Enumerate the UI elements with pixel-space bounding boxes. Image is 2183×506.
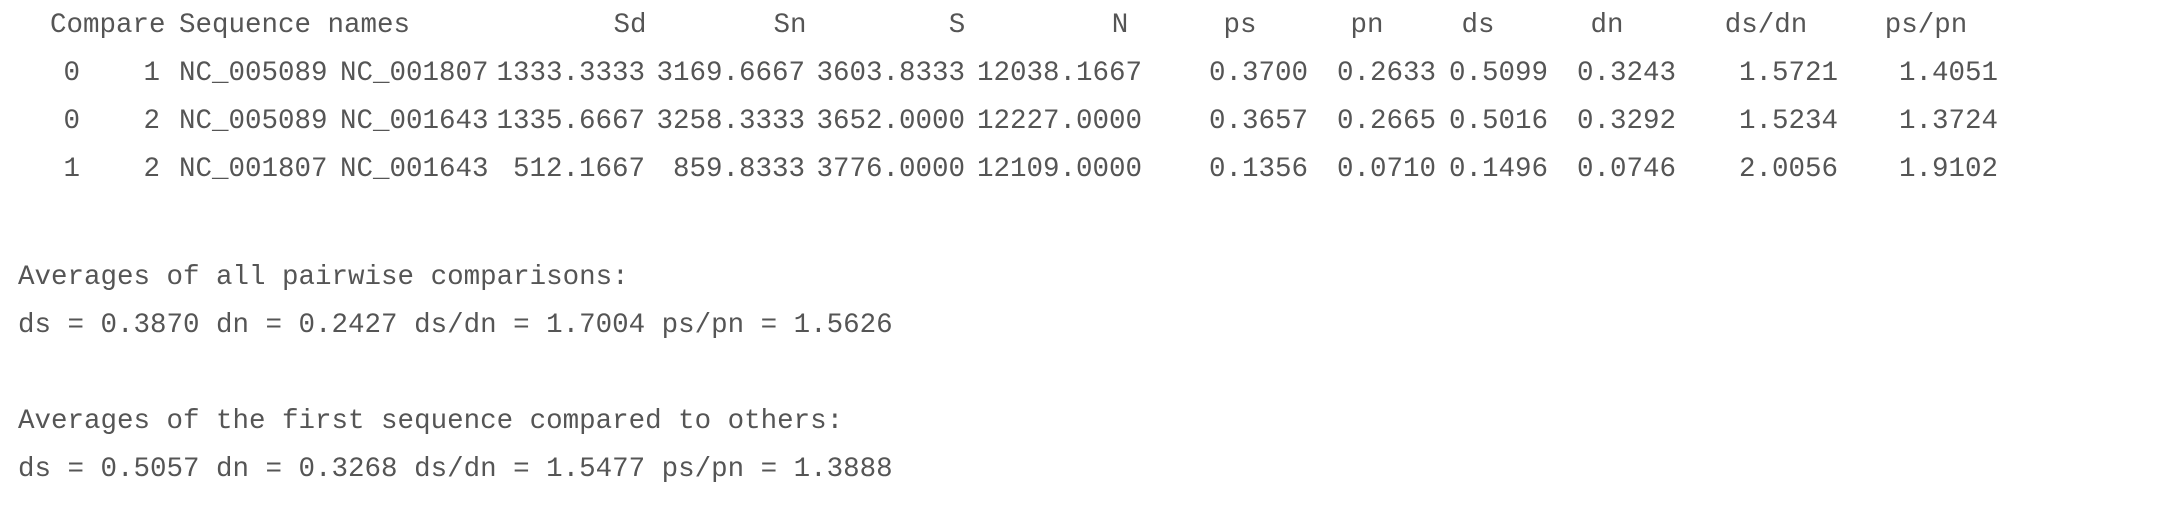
row-sn: 3258.3333 — [656, 106, 805, 137]
header-pn: pn — [1350, 10, 1384, 41]
row-ps-pn: 1.4051 — [1898, 58, 1998, 89]
row-pn: 0.0710 — [1336, 154, 1436, 185]
row-dn: 0.3243 — [1576, 58, 1676, 89]
row-dn: 0.3292 — [1576, 106, 1676, 137]
header-s: S — [948, 10, 966, 41]
row-ds: 0.5099 — [1448, 58, 1548, 89]
header-n: N — [1111, 10, 1129, 41]
row-seq-i: 0 — [63, 58, 80, 89]
header-sn: Sn — [773, 10, 807, 41]
row-ds: 0.5016 — [1448, 106, 1548, 137]
row-name-1: NC_005089 — [179, 106, 328, 137]
row-pn: 0.2633 — [1336, 58, 1436, 89]
row-seq-i: 0 — [63, 106, 80, 137]
row-ps: 0.3657 — [1208, 106, 1308, 137]
row-pn: 0.2665 — [1336, 106, 1436, 137]
summary-first-heading: Averages of the first sequence compared … — [18, 406, 844, 437]
summary-all-heading: Averages of all pairwise comparisons: — [18, 262, 629, 293]
header-ps: ps — [1223, 10, 1257, 41]
row-ps-pn: 1.9102 — [1898, 154, 1998, 185]
header-dn: dn — [1590, 10, 1624, 41]
row-ds: 0.1496 — [1448, 154, 1548, 185]
row-seq-j: 2 — [143, 106, 160, 137]
row-seq-j: 1 — [143, 58, 160, 89]
row-name-1: NC_005089 — [179, 58, 328, 89]
row-name-2: NC_001643 — [340, 154, 489, 185]
row-name-2: NC_001643 — [340, 106, 489, 137]
row-s: 3776.0000 — [816, 154, 965, 185]
row-sn: 859.8333 — [672, 154, 805, 185]
header-sequence-names: Sequence names — [179, 10, 411, 41]
row-seq-i: 1 — [63, 154, 80, 185]
row-n: 12109.0000 — [976, 154, 1142, 185]
row-ps-pn: 1.3724 — [1898, 106, 1998, 137]
row-s: 3652.0000 — [816, 106, 965, 137]
row-ds-dn: 1.5721 — [1738, 58, 1838, 89]
row-s: 3603.8333 — [816, 58, 965, 89]
row-name-2: NC_001807 — [340, 58, 489, 89]
row-dn: 0.0746 — [1576, 154, 1676, 185]
row-sn: 3169.6667 — [656, 58, 805, 89]
summary-first-values: ds = 0.5057 dn = 0.3268 ds/dn = 1.5477 p… — [18, 454, 893, 485]
row-sd: 512.1667 — [512, 154, 645, 185]
row-ps: 0.1356 — [1208, 154, 1308, 185]
header-sd: Sd — [613, 10, 647, 41]
row-ds-dn: 2.0056 — [1738, 154, 1838, 185]
header-ds: ds — [1461, 10, 1495, 41]
row-sd: 1333.3333 — [496, 58, 645, 89]
row-n: 12038.1667 — [976, 58, 1142, 89]
row-ps: 0.3700 — [1208, 58, 1308, 89]
row-seq-j: 2 — [143, 154, 160, 185]
row-name-1: NC_001807 — [179, 154, 328, 185]
summary-all-values: ds = 0.3870 dn = 0.2427 ds/dn = 1.7004 p… — [18, 310, 893, 341]
row-sd: 1335.6667 — [496, 106, 645, 137]
header-ps-pn: ps/pn — [1884, 10, 1968, 41]
header-compare: Compare — [50, 10, 166, 41]
header-ds-dn: ds/dn — [1724, 10, 1808, 41]
row-ds-dn: 1.5234 — [1738, 106, 1838, 137]
row-n: 12227.0000 — [976, 106, 1142, 137]
